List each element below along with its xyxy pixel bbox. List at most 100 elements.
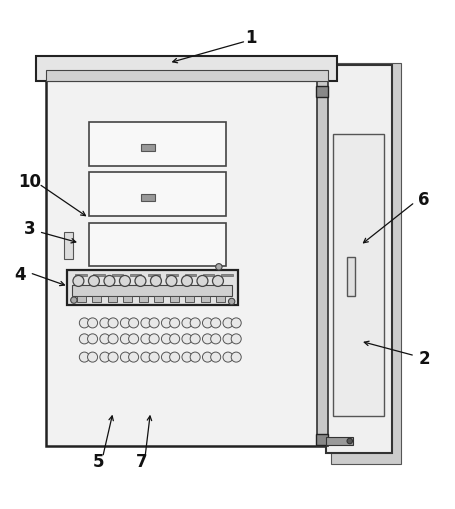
Bar: [93, 274, 105, 276]
Circle shape: [210, 318, 220, 328]
Bar: [46, 72, 328, 446]
Circle shape: [79, 318, 89, 328]
Circle shape: [108, 334, 118, 344]
Circle shape: [149, 352, 159, 362]
Circle shape: [182, 334, 192, 344]
Bar: [138, 296, 147, 302]
Bar: [76, 296, 86, 302]
Circle shape: [128, 352, 138, 362]
Text: 5: 5: [92, 453, 104, 471]
Circle shape: [161, 334, 171, 344]
Bar: [325, 65, 391, 453]
Bar: [141, 194, 155, 201]
Bar: [123, 296, 132, 302]
Bar: [200, 296, 209, 302]
Circle shape: [210, 334, 220, 344]
Bar: [130, 274, 141, 276]
Bar: [107, 296, 116, 302]
Circle shape: [150, 275, 161, 287]
Circle shape: [87, 352, 97, 362]
Circle shape: [104, 275, 115, 287]
Bar: [185, 296, 194, 302]
Circle shape: [190, 334, 200, 344]
Circle shape: [222, 334, 233, 344]
Circle shape: [108, 352, 118, 362]
Circle shape: [88, 275, 99, 287]
Circle shape: [149, 318, 159, 328]
Circle shape: [120, 334, 130, 344]
Circle shape: [346, 438, 352, 444]
Circle shape: [128, 318, 138, 328]
Circle shape: [79, 334, 89, 344]
Circle shape: [87, 318, 97, 328]
Bar: [75, 274, 86, 276]
Circle shape: [100, 334, 110, 344]
Circle shape: [231, 334, 241, 344]
Circle shape: [100, 352, 110, 362]
Bar: [111, 274, 123, 276]
Bar: [332, 134, 383, 416]
Bar: [89, 173, 225, 216]
Circle shape: [135, 275, 146, 287]
Bar: [221, 274, 232, 276]
Circle shape: [222, 352, 233, 362]
Circle shape: [119, 275, 130, 287]
Bar: [316, 72, 328, 446]
Text: 3: 3: [24, 220, 35, 238]
Circle shape: [141, 334, 151, 344]
Bar: [315, 434, 328, 445]
Bar: [89, 222, 225, 266]
Circle shape: [182, 352, 192, 362]
Circle shape: [210, 352, 220, 362]
Bar: [330, 63, 400, 464]
Circle shape: [120, 318, 130, 328]
Circle shape: [169, 318, 179, 328]
Circle shape: [169, 352, 179, 362]
Circle shape: [71, 297, 77, 303]
Circle shape: [231, 318, 241, 328]
Circle shape: [231, 352, 241, 362]
Bar: [92, 296, 101, 302]
Circle shape: [197, 275, 207, 287]
Circle shape: [108, 318, 118, 328]
Bar: [169, 296, 178, 302]
Text: 1: 1: [244, 29, 256, 47]
Circle shape: [149, 334, 159, 344]
Circle shape: [141, 318, 151, 328]
Bar: [184, 274, 196, 276]
Circle shape: [141, 352, 151, 362]
Bar: [141, 144, 155, 151]
Circle shape: [169, 334, 179, 344]
Circle shape: [79, 352, 89, 362]
Bar: [148, 274, 159, 276]
Text: 4: 4: [15, 266, 26, 284]
Circle shape: [215, 264, 222, 270]
Bar: [64, 232, 73, 259]
Circle shape: [182, 318, 192, 328]
Circle shape: [202, 318, 212, 328]
Circle shape: [87, 334, 97, 344]
Circle shape: [228, 298, 234, 305]
Circle shape: [222, 318, 233, 328]
Text: 10: 10: [18, 173, 41, 190]
Bar: [166, 274, 177, 276]
Circle shape: [166, 275, 177, 287]
Text: 2: 2: [417, 350, 429, 369]
Text: 7: 7: [135, 453, 147, 471]
Circle shape: [190, 318, 200, 328]
Bar: [46, 70, 328, 81]
Bar: [36, 56, 337, 81]
Bar: [72, 285, 231, 296]
Circle shape: [73, 275, 84, 287]
Circle shape: [161, 318, 171, 328]
Circle shape: [181, 275, 192, 287]
Bar: [154, 296, 163, 302]
Circle shape: [212, 275, 223, 287]
Bar: [315, 86, 328, 97]
Bar: [216, 296, 225, 302]
Bar: [89, 122, 225, 165]
Bar: [325, 437, 353, 445]
Circle shape: [202, 334, 212, 344]
Circle shape: [190, 352, 200, 362]
Circle shape: [120, 352, 130, 362]
